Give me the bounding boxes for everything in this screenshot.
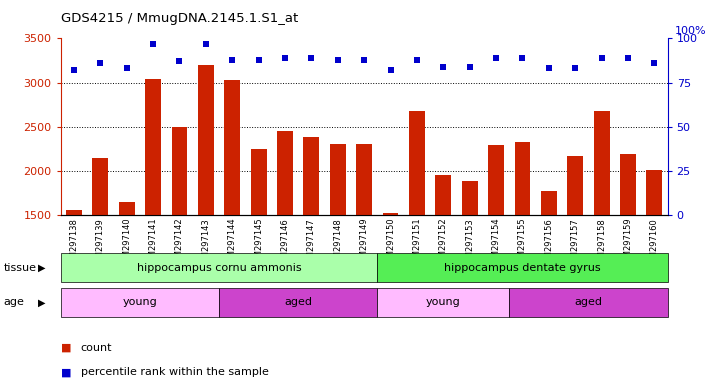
Point xyxy=(226,56,238,63)
Point xyxy=(623,55,634,61)
Point xyxy=(147,41,159,47)
Point xyxy=(94,60,106,66)
Point xyxy=(543,65,555,71)
Text: young: young xyxy=(123,297,157,308)
Bar xyxy=(277,131,293,215)
Point xyxy=(279,55,291,61)
Text: aged: aged xyxy=(284,297,312,308)
Bar xyxy=(119,202,134,215)
Bar xyxy=(594,111,610,215)
Text: hippocampus cornu ammonis: hippocampus cornu ammonis xyxy=(136,263,301,273)
Bar xyxy=(171,127,187,215)
Text: ■: ■ xyxy=(61,343,71,353)
Point xyxy=(649,60,660,66)
Point xyxy=(438,64,449,70)
Point xyxy=(491,55,502,61)
Bar xyxy=(620,154,636,215)
Text: GDS4215 / MmugDNA.2145.1.S1_at: GDS4215 / MmugDNA.2145.1.S1_at xyxy=(61,12,298,25)
Text: 100%: 100% xyxy=(675,26,706,36)
Bar xyxy=(515,142,531,215)
Point xyxy=(464,64,476,70)
Point xyxy=(517,55,528,61)
Text: percentile rank within the sample: percentile rank within the sample xyxy=(81,367,268,377)
Bar xyxy=(251,149,266,215)
Bar xyxy=(462,180,478,215)
Text: hippocampus dentate gyrus: hippocampus dentate gyrus xyxy=(444,263,600,273)
Point xyxy=(385,67,396,73)
Bar xyxy=(198,65,213,215)
Text: ■: ■ xyxy=(61,367,71,377)
Text: ▶: ▶ xyxy=(38,263,45,273)
Bar xyxy=(92,157,109,215)
Point xyxy=(68,67,79,73)
Bar xyxy=(224,80,240,215)
Point xyxy=(596,55,608,61)
Bar xyxy=(303,137,319,215)
Point xyxy=(121,65,132,71)
Bar xyxy=(646,170,663,215)
Point xyxy=(411,56,423,63)
Point xyxy=(200,41,211,47)
Bar xyxy=(541,191,557,215)
Bar xyxy=(66,210,82,215)
Text: age: age xyxy=(4,297,24,308)
Bar xyxy=(383,213,398,215)
Bar xyxy=(409,111,425,215)
Point xyxy=(306,55,317,61)
Text: aged: aged xyxy=(575,297,603,308)
Bar xyxy=(436,175,451,215)
Text: young: young xyxy=(426,297,461,308)
Point xyxy=(332,56,343,63)
Text: count: count xyxy=(81,343,112,353)
Bar xyxy=(568,156,583,215)
Bar xyxy=(330,144,346,215)
Point xyxy=(358,56,370,63)
Text: ▶: ▶ xyxy=(38,297,45,308)
Point xyxy=(253,56,264,63)
Bar xyxy=(488,145,504,215)
Point xyxy=(174,58,185,65)
Point xyxy=(570,65,581,71)
Text: tissue: tissue xyxy=(4,263,36,273)
Bar xyxy=(356,144,372,215)
Bar xyxy=(145,79,161,215)
